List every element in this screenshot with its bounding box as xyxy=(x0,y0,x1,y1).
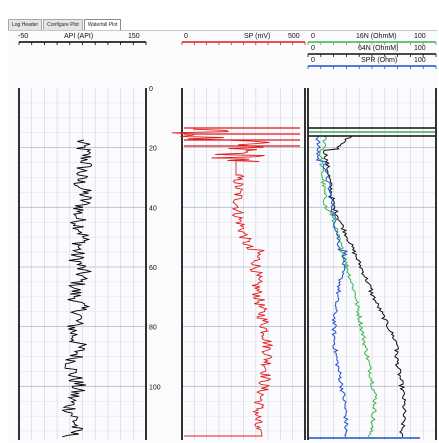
track2-max-label: 500 xyxy=(288,33,300,40)
api-curve xyxy=(61,139,93,438)
track3-curve1-name: 16N (OhmM) xyxy=(356,33,397,40)
depth-label: 100 xyxy=(149,384,161,391)
track3-curve3-max: 100 xyxy=(414,57,426,64)
tab-waterfall-plot[interactable]: Waterfall Plot xyxy=(83,19,122,30)
track3-curve1-max: 100 xyxy=(414,33,426,40)
depth-label: 40 xyxy=(149,205,157,212)
track1-curve-name: API (API) xyxy=(64,33,94,40)
sp-curve xyxy=(171,127,273,437)
track3-curve3-min: 0 xyxy=(311,57,315,64)
spr-curve xyxy=(315,135,349,438)
track3-curve3-name: SPR (Ohm) xyxy=(361,57,398,64)
track3-curve1-min: 0 xyxy=(311,33,315,40)
track2-curve-name: SP (mV) xyxy=(244,33,271,40)
track2-min-label: 0 xyxy=(184,33,188,40)
track1-min-label: -50 xyxy=(18,33,29,40)
track3-curve2-min: 0 xyxy=(311,45,315,52)
track3-curve2-max: 100 xyxy=(414,45,426,52)
16n-curve xyxy=(317,135,378,438)
tab-log-header[interactable]: Log Header xyxy=(8,19,43,30)
tab-bar: Log Header Configure Plot Waterfall Plot xyxy=(8,19,122,30)
track3-curve2-name: 64N (OhmM) xyxy=(358,45,399,52)
depth-label: 20 xyxy=(149,146,157,153)
depth-label: 80 xyxy=(149,325,157,332)
64n-curve xyxy=(322,135,407,437)
tab-configure-plot[interactable]: Configure Plot xyxy=(43,19,83,30)
depth-label: 60 xyxy=(149,265,157,272)
plot-area xyxy=(8,30,437,443)
track1-max-label: 150 xyxy=(128,33,140,40)
depth-label: 0 xyxy=(149,86,153,93)
